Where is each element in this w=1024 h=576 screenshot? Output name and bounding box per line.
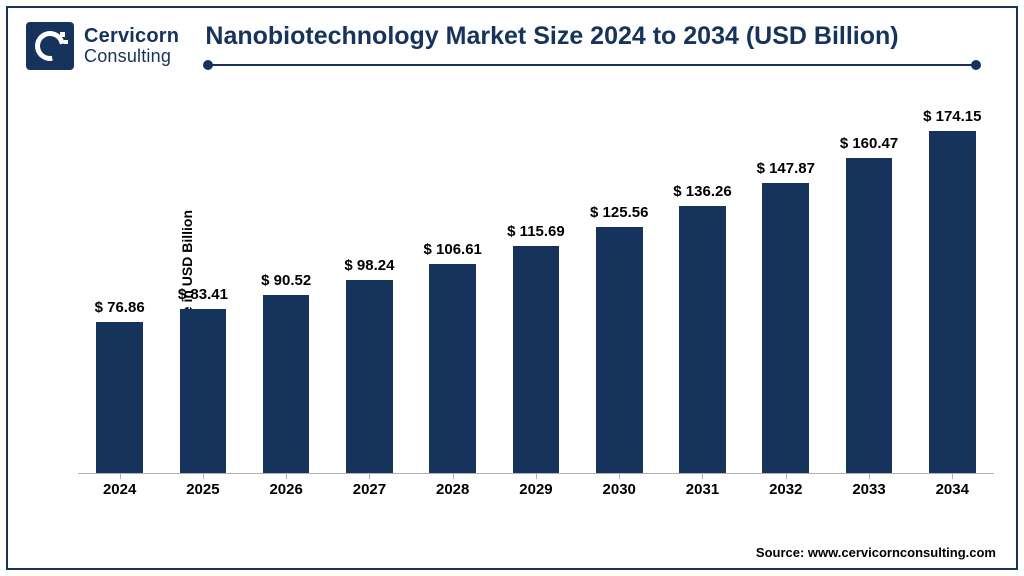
- bar-slot: $ 125.562030: [578, 100, 661, 473]
- bar-value-label: $ 83.41: [178, 286, 228, 303]
- bar-value-label: $ 174.15: [923, 108, 981, 125]
- bar-value-label: $ 147.87: [757, 160, 815, 177]
- bar-slot: $ 106.612028: [411, 100, 494, 473]
- chart-title: Nanobiotechnology Market Size 2024 to 20…: [8, 22, 1016, 51]
- x-tick-icon: [619, 473, 620, 479]
- bar-value-label: $ 160.47: [840, 135, 898, 152]
- source-attribution: Source: www.cervicornconsulting.com: [756, 545, 996, 560]
- bar-series: $ 76.862024$ 83.412025$ 90.522026$ 98.24…: [78, 100, 994, 474]
- bar-value-label: $ 76.86: [95, 299, 145, 316]
- bar-slot: $ 174.152034: [911, 100, 994, 473]
- bar: [929, 131, 976, 473]
- x-tick-icon: [286, 473, 287, 479]
- x-tick-icon: [869, 473, 870, 479]
- x-axis-label: 2028: [436, 481, 469, 498]
- bar-slot: $ 98.242027: [328, 100, 411, 473]
- x-tick-icon: [702, 473, 703, 479]
- x-axis-label: 2027: [353, 481, 386, 498]
- bar-slot: $ 147.872032: [744, 100, 827, 473]
- bar: [679, 206, 726, 473]
- bar-value-label: $ 98.24: [344, 257, 394, 274]
- bar: [180, 309, 227, 473]
- bar-value-label: $ 125.56: [590, 204, 648, 221]
- bar-value-label: $ 106.61: [424, 241, 482, 258]
- x-axis-label: 2030: [603, 481, 636, 498]
- bar: [263, 295, 310, 473]
- x-axis-label: 2025: [186, 481, 219, 498]
- x-axis-label: 2029: [519, 481, 552, 498]
- x-axis-label: 2032: [769, 481, 802, 498]
- x-tick-icon: [952, 473, 953, 479]
- bar-value-label: $ 90.52: [261, 272, 311, 289]
- bar: [429, 264, 476, 473]
- title-rule-icon: [208, 64, 976, 66]
- bar-slot: $ 160.472033: [827, 100, 910, 473]
- x-axis-label: 2033: [852, 481, 885, 498]
- x-tick-icon: [786, 473, 787, 479]
- bar: [762, 183, 809, 473]
- bar-slot: $ 115.692029: [494, 100, 577, 473]
- x-tick-icon: [369, 473, 370, 479]
- plot-area: Market Value in USD Billion $ 76.862024$…: [78, 100, 994, 502]
- x-axis-label: 2024: [103, 481, 136, 498]
- chart-frame: Cervicorn Consulting Nanobiotechnology M…: [6, 6, 1018, 570]
- bar: [596, 227, 643, 473]
- bar-slot: $ 83.412025: [161, 100, 244, 473]
- bar: [96, 322, 143, 473]
- bar-slot: $ 76.862024: [78, 100, 161, 473]
- x-axis-label: 2031: [686, 481, 719, 498]
- x-tick-icon: [120, 473, 121, 479]
- x-tick-icon: [453, 473, 454, 479]
- bar: [513, 246, 560, 473]
- x-axis-label: 2026: [269, 481, 302, 498]
- bar: [346, 280, 393, 473]
- x-axis-label: 2034: [936, 481, 969, 498]
- bar-slot: $ 90.522026: [245, 100, 328, 473]
- bar: [846, 158, 893, 473]
- x-tick-icon: [203, 473, 204, 479]
- bar-slot: $ 136.262031: [661, 100, 744, 473]
- bar-value-label: $ 115.69: [507, 223, 565, 240]
- bar-value-label: $ 136.26: [673, 183, 731, 200]
- x-tick-icon: [536, 473, 537, 479]
